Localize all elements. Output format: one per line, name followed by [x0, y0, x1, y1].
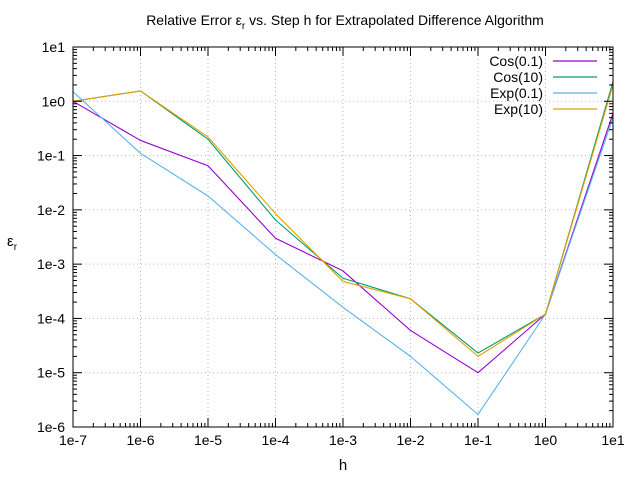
axis-ticks	[72, 46, 614, 428]
legend-label: Exp(0.1)	[490, 85, 543, 101]
y-tick-label: 1e-4	[37, 310, 65, 326]
y-tick-label: 1e-6	[37, 419, 65, 435]
y-tick-label: 1e0	[42, 93, 66, 109]
x-tick-label: 1e1	[601, 432, 625, 448]
grid	[73, 47, 613, 427]
y-tick-label: 1e-2	[37, 202, 65, 218]
x-tick-label: 1e-6	[126, 432, 154, 448]
series-line-exp-0-1	[72, 91, 614, 416]
x-tick-label: 1e-7	[59, 432, 87, 448]
x-tick-label: 1e-2	[396, 432, 424, 448]
x-tick-labels: 1e-7 1e-6 1e-5 1e-4 1e-3 1e-2 1e-1 1e0 1e1	[59, 432, 625, 448]
legend-label: Exp(10)	[494, 101, 543, 117]
y-tick-label: 1e-1	[37, 148, 65, 164]
y-tick-labels: 1e-6 1e-5 1e-4 1e-3 1e-2 1e-1 1e0 1e1	[37, 39, 65, 435]
y-tick-label: 1e-5	[37, 365, 65, 381]
series-line-exp-10	[72, 84, 614, 357]
x-tick-label: 1e-3	[329, 432, 357, 448]
legend-label: Cos(0.1)	[489, 53, 543, 69]
series-line-cos-10	[72, 81, 614, 354]
legend-label: Cos(10)	[493, 69, 543, 85]
x-axis-label: h	[339, 457, 347, 474]
x-tick-label: 1e-1	[464, 432, 492, 448]
y-tick-label: 1e-3	[37, 256, 65, 272]
x-tick-label: 1e-5	[194, 432, 222, 448]
x-tick-label: 1e0	[534, 432, 558, 448]
series-lines	[72, 81, 614, 416]
y-axis-label: εr	[7, 233, 18, 253]
x-tick-label: 1e-4	[261, 432, 289, 448]
y-tick-label: 1e1	[42, 39, 66, 55]
series-line-cos-0-1	[72, 100, 614, 374]
legend: Cos(0.1)Cos(10)Exp(0.1)Exp(10)	[489, 53, 597, 117]
chart-title: Relative Error εr vs. Step h for Extrapo…	[146, 12, 544, 32]
